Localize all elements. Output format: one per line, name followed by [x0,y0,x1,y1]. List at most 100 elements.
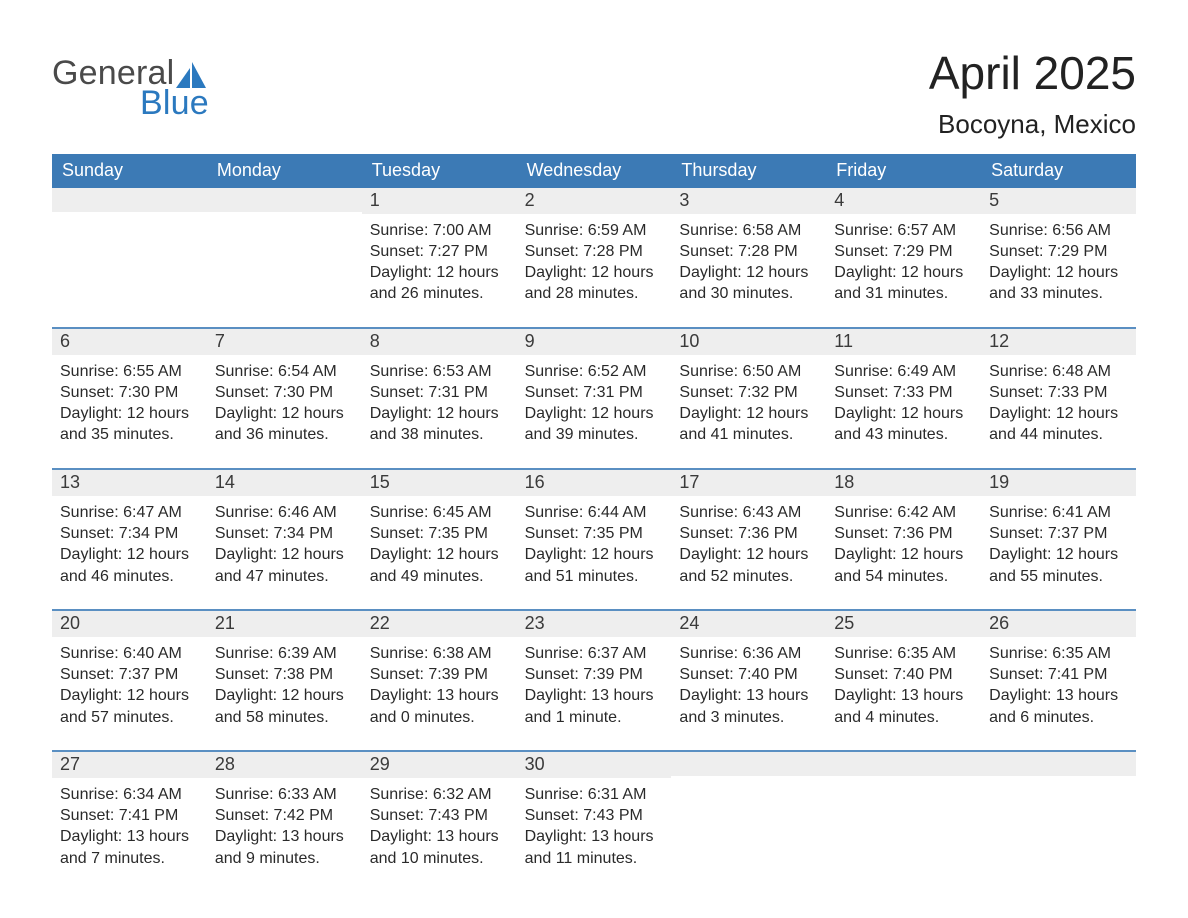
daylight-line-2: and 33 minutes. [989,283,1128,304]
day-cell: 25Sunrise: 6:35 AMSunset: 7:40 PMDayligh… [826,611,981,732]
day-cell [52,188,207,309]
sunset-line: Sunset: 7:36 PM [679,523,818,544]
daylight-line-2: and 55 minutes. [989,566,1128,587]
day-number [981,752,1136,776]
sunrise-line: Sunrise: 6:46 AM [215,502,354,523]
daylight-line-2: and 51 minutes. [525,566,664,587]
day-body: Sunrise: 6:35 AMSunset: 7:40 PMDaylight:… [826,637,981,732]
week-row: 27Sunrise: 6:34 AMSunset: 7:41 PMDayligh… [52,750,1136,873]
dow-monday: Monday [207,154,362,188]
day-body: Sunrise: 6:46 AMSunset: 7:34 PMDaylight:… [207,496,362,591]
day-number [207,188,362,212]
dow-saturday: Saturday [981,154,1136,188]
daylight-line-2: and 36 minutes. [215,424,354,445]
day-number [826,752,981,776]
day-body: Sunrise: 6:39 AMSunset: 7:38 PMDaylight:… [207,637,362,732]
daylight-line-2: and 0 minutes. [370,707,509,728]
sunset-line: Sunset: 7:43 PM [525,805,664,826]
daylight-line-2: and 6 minutes. [989,707,1128,728]
day-cell: 28Sunrise: 6:33 AMSunset: 7:42 PMDayligh… [207,752,362,873]
sunrise-line: Sunrise: 6:35 AM [989,643,1128,664]
day-cell: 26Sunrise: 6:35 AMSunset: 7:41 PMDayligh… [981,611,1136,732]
brand-sail-icon [176,60,206,86]
daylight-line-2: and 28 minutes. [525,283,664,304]
sunset-line: Sunset: 7:39 PM [525,664,664,685]
dow-wednesday: Wednesday [517,154,672,188]
sunrise-line: Sunrise: 6:58 AM [679,220,818,241]
sunset-line: Sunset: 7:41 PM [60,805,199,826]
day-body: Sunrise: 6:59 AMSunset: 7:28 PMDaylight:… [517,214,672,309]
day-cell: 9Sunrise: 6:52 AMSunset: 7:31 PMDaylight… [517,329,672,450]
sunrise-line: Sunrise: 6:41 AM [989,502,1128,523]
day-body: Sunrise: 6:47 AMSunset: 7:34 PMDaylight:… [52,496,207,591]
daylight-line-1: Daylight: 12 hours [60,403,199,424]
day-body: Sunrise: 6:44 AMSunset: 7:35 PMDaylight:… [517,496,672,591]
day-body [671,776,826,868]
page-header: General Blue April 2025 Bocoyna, Mexico [52,48,1136,140]
day-cell: 19Sunrise: 6:41 AMSunset: 7:37 PMDayligh… [981,470,1136,591]
day-number: 5 [981,188,1136,214]
sunrise-line: Sunrise: 6:42 AM [834,502,973,523]
daylight-line-1: Daylight: 12 hours [525,544,664,565]
sunrise-line: Sunrise: 6:33 AM [215,784,354,805]
week-row: 6Sunrise: 6:55 AMSunset: 7:30 PMDaylight… [52,327,1136,450]
day-cell: 2Sunrise: 6:59 AMSunset: 7:28 PMDaylight… [517,188,672,309]
day-body: Sunrise: 6:31 AMSunset: 7:43 PMDaylight:… [517,778,672,873]
sunset-line: Sunset: 7:36 PM [834,523,973,544]
sunset-line: Sunset: 7:37 PM [60,664,199,685]
sunrise-line: Sunrise: 6:55 AM [60,361,199,382]
day-number: 10 [671,329,826,355]
day-number: 24 [671,611,826,637]
daylight-line-2: and 31 minutes. [834,283,973,304]
day-number: 9 [517,329,672,355]
dow-sunday: Sunday [52,154,207,188]
day-body: Sunrise: 6:57 AMSunset: 7:29 PMDaylight:… [826,214,981,309]
day-number: 13 [52,470,207,496]
day-number: 22 [362,611,517,637]
daylight-line-2: and 38 minutes. [370,424,509,445]
sunset-line: Sunset: 7:31 PM [370,382,509,403]
day-body: Sunrise: 6:45 AMSunset: 7:35 PMDaylight:… [362,496,517,591]
daylight-line-2: and 11 minutes. [525,848,664,869]
day-number: 30 [517,752,672,778]
day-cell: 20Sunrise: 6:40 AMSunset: 7:37 PMDayligh… [52,611,207,732]
daylight-line-1: Daylight: 13 hours [525,826,664,847]
day-number: 18 [826,470,981,496]
title-block: April 2025 Bocoyna, Mexico [929,48,1136,140]
day-body: Sunrise: 6:55 AMSunset: 7:30 PMDaylight:… [52,355,207,450]
day-cell: 1Sunrise: 7:00 AMSunset: 7:27 PMDaylight… [362,188,517,309]
dow-tuesday: Tuesday [362,154,517,188]
day-number: 2 [517,188,672,214]
day-number: 23 [517,611,672,637]
day-number: 26 [981,611,1136,637]
day-number: 15 [362,470,517,496]
daylight-line-1: Daylight: 13 hours [370,685,509,706]
weeks-container: 1Sunrise: 7:00 AMSunset: 7:27 PMDaylight… [52,188,1136,873]
day-cell: 13Sunrise: 6:47 AMSunset: 7:34 PMDayligh… [52,470,207,591]
day-body: Sunrise: 6:58 AMSunset: 7:28 PMDaylight:… [671,214,826,309]
day-cell: 10Sunrise: 6:50 AMSunset: 7:32 PMDayligh… [671,329,826,450]
daylight-line-2: and 41 minutes. [679,424,818,445]
day-cell: 22Sunrise: 6:38 AMSunset: 7:39 PMDayligh… [362,611,517,732]
daylight-line-2: and 58 minutes. [215,707,354,728]
day-number [671,752,826,776]
sunrise-line: Sunrise: 6:49 AM [834,361,973,382]
daylight-line-2: and 4 minutes. [834,707,973,728]
week-row: 1Sunrise: 7:00 AMSunset: 7:27 PMDaylight… [52,188,1136,309]
daylight-line-2: and 35 minutes. [60,424,199,445]
day-body: Sunrise: 6:41 AMSunset: 7:37 PMDaylight:… [981,496,1136,591]
day-cell: 3Sunrise: 6:58 AMSunset: 7:28 PMDaylight… [671,188,826,309]
day-cell: 23Sunrise: 6:37 AMSunset: 7:39 PMDayligh… [517,611,672,732]
daylight-line-1: Daylight: 12 hours [215,685,354,706]
day-number: 21 [207,611,362,637]
sunset-line: Sunset: 7:40 PM [679,664,818,685]
day-cell: 14Sunrise: 6:46 AMSunset: 7:34 PMDayligh… [207,470,362,591]
day-body: Sunrise: 6:33 AMSunset: 7:42 PMDaylight:… [207,778,362,873]
day-body [826,776,981,868]
sunrise-line: Sunrise: 6:45 AM [370,502,509,523]
daylight-line-1: Daylight: 12 hours [215,544,354,565]
sunset-line: Sunset: 7:32 PM [679,382,818,403]
sunrise-line: Sunrise: 6:44 AM [525,502,664,523]
day-number: 7 [207,329,362,355]
day-cell: 16Sunrise: 6:44 AMSunset: 7:35 PMDayligh… [517,470,672,591]
